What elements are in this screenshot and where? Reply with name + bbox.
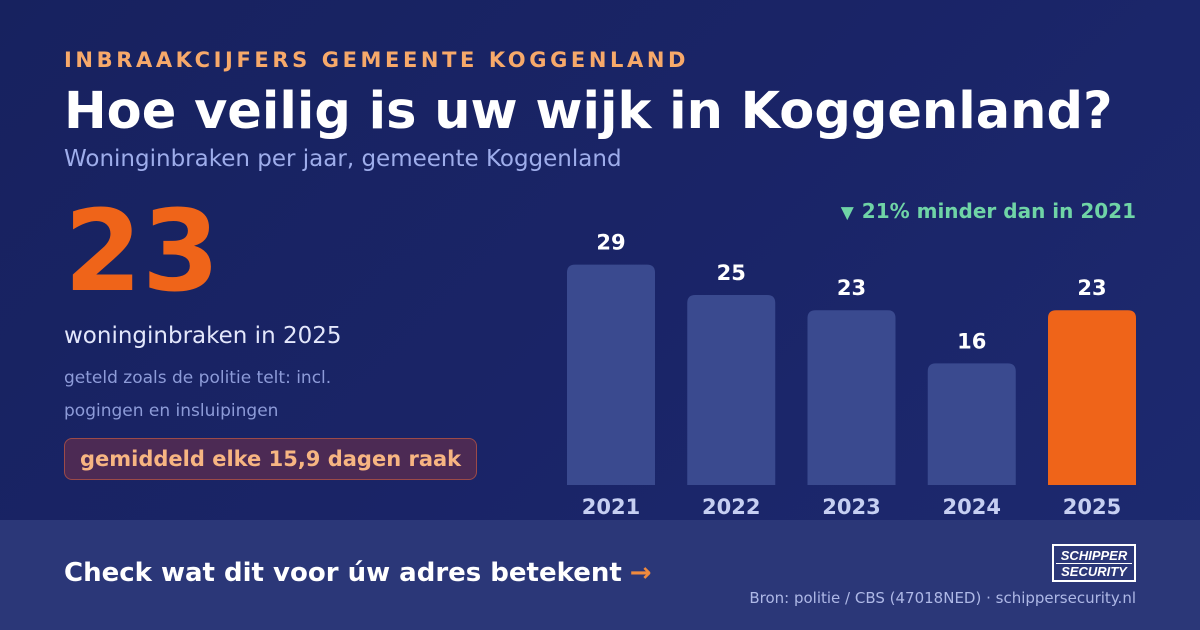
subtitle: Woninginbraken per jaar, gemeente Koggen… xyxy=(64,146,622,172)
value-label-2023: 23 xyxy=(837,276,866,300)
tick-label-2023: 2023 xyxy=(822,495,880,519)
footer-bar: Check wat dit voor úw adres betekent → SC… xyxy=(0,520,1200,630)
change-indicator: ▼ 21% minder dan in 2021 xyxy=(841,199,1136,223)
bar-2024 xyxy=(927,363,1016,485)
bar-2021 xyxy=(567,264,655,485)
cta-link[interactable]: Check wat dit voor úw adres betekent → xyxy=(64,558,652,588)
value-label-2025: 23 xyxy=(1077,276,1106,300)
bar-2023 xyxy=(807,310,896,485)
brand-logo: SCHIPPER SECURITY xyxy=(1052,544,1136,582)
logo-word-1: SCHIPPER xyxy=(1060,547,1128,563)
eyebrow: INBRAAKCIJFERS GEMEENTE KOGGENLAND xyxy=(64,48,690,72)
down-triangle-icon: ▼ xyxy=(840,203,854,223)
frequency-badge: gemiddeld elke 15,9 dagen raak xyxy=(64,438,478,480)
tick-label-2022: 2022 xyxy=(702,495,760,519)
bar-2022 xyxy=(687,295,776,485)
value-label-2024: 16 xyxy=(957,329,986,353)
tick-label-2025: 2025 xyxy=(1063,495,1121,519)
counting-note: geteld zoals de politie telt: incl. pogi… xyxy=(64,368,332,421)
highlight-caption: woninginbraken in 2025 xyxy=(64,323,342,349)
source-note: Bron: politie / CBS (47018NED) · schippe… xyxy=(749,589,1136,607)
tick-label-2021: 2021 xyxy=(582,495,640,519)
value-label-2022: 25 xyxy=(717,261,746,285)
value-label-2021: 29 xyxy=(596,231,625,255)
cta-text: Check wat dit voor úw adres betekent xyxy=(64,558,622,588)
tick-label-2024: 2024 xyxy=(943,495,1001,519)
logo-divider xyxy=(1056,562,1132,564)
change-text: 21% minder dan in 2021 xyxy=(861,199,1136,223)
bar-2025 xyxy=(1048,310,1136,485)
arrow-right-icon: → xyxy=(629,558,652,588)
highlight-number: 23 xyxy=(64,187,220,317)
logo-word-2: SECURITY xyxy=(1061,563,1127,579)
page-title: Hoe veilig is uw wijk in Koggenland? xyxy=(64,82,1113,141)
